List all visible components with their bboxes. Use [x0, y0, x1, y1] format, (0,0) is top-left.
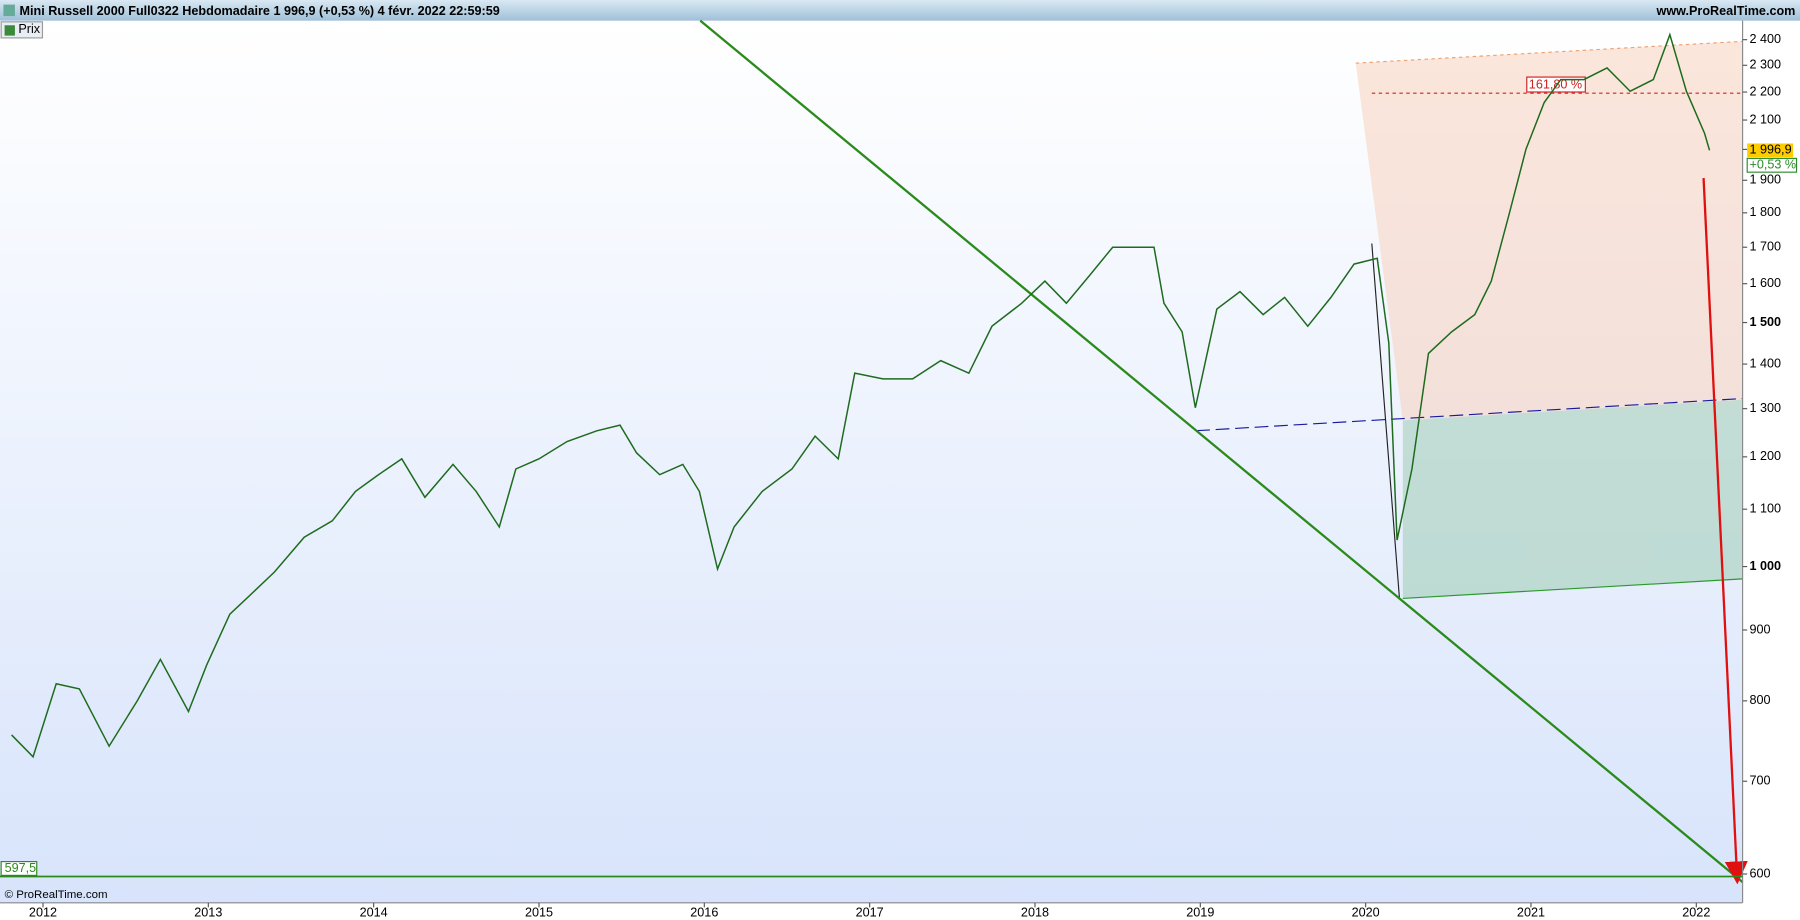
fib-zone-lower — [1402, 399, 1743, 599]
down-trendline — [699, 19, 1744, 883]
header-bar — [0, 0, 1800, 21]
change-box — [1746, 157, 1798, 173]
header-icon — [3, 4, 15, 17]
x-tick-label: 2016 — [690, 905, 718, 919]
x-tick-label: 2012 — [29, 905, 57, 919]
y-tick-label: 1 100 — [1749, 502, 1781, 516]
x-tick-label: 2014 — [360, 905, 388, 919]
dashed-trendline — [1196, 397, 1743, 432]
y-tick-label: 1 800 — [1749, 205, 1781, 219]
x-tick-label: 2021 — [1517, 905, 1545, 919]
last-price-box — [1747, 143, 1794, 158]
y-tick-label: 1 600 — [1749, 276, 1781, 290]
support-label: 597,5 — [5, 861, 37, 875]
x-tick-label: 2015 — [525, 905, 553, 919]
x-tick-label: 2022 — [1682, 905, 1710, 919]
y-tick-label: 1 300 — [1749, 401, 1781, 415]
y-tick-label: 1 000 — [1749, 559, 1781, 573]
target-arrow — [1702, 177, 1748, 885]
y-tick-label: 1 200 — [1749, 449, 1781, 463]
fib-label-box — [1526, 76, 1586, 93]
x-tick-label: 2019 — [1186, 905, 1214, 919]
y-tick-label: 2 200 — [1749, 84, 1781, 98]
last-price-label: 1 996,9 — [1749, 143, 1791, 157]
y-tick-label: 1 500 — [1749, 315, 1781, 329]
y-tick-label: 800 — [1749, 693, 1770, 707]
x-tick-label: 2018 — [1021, 905, 1049, 919]
y-tick-label: 900 — [1749, 622, 1770, 636]
fib-lower-line — [1402, 578, 1743, 599]
fib-label: 161,80 % — [1529, 77, 1582, 91]
y-tick-label: 1 400 — [1749, 356, 1781, 370]
brand: www.ProRealTime.com — [1656, 4, 1796, 18]
copyright: © ProRealTime.com — [5, 889, 108, 901]
x-tick-label: 2017 — [856, 905, 884, 919]
legend-entry: Prix — [18, 22, 40, 36]
fib-anchor-line — [1371, 243, 1400, 598]
y-tick-label: 2 400 — [1749, 32, 1781, 46]
x-tick-label: 2013 — [194, 905, 222, 919]
price-line — [11, 32, 1711, 759]
y-tick-label: 1 700 — [1749, 240, 1781, 254]
y-tick-label: 1 900 — [1749, 173, 1781, 187]
y-tick-label: 600 — [1749, 866, 1770, 880]
y-tick-label: 2 100 — [1749, 112, 1781, 126]
fib-upper-line — [1355, 40, 1743, 64]
support-label-box — [0, 861, 38, 876]
x-tick-label: 2020 — [1352, 905, 1380, 919]
fib-zone-upper — [1355, 41, 1743, 421]
header-title: Mini Russell 2000 Full0322 Hebdomadaire … — [20, 4, 500, 18]
legend-swatch — [4, 25, 15, 36]
change-label: +0,53 % — [1749, 158, 1796, 172]
y-tick-label: 700 — [1749, 774, 1770, 788]
y-tick-label: 2 300 — [1749, 58, 1781, 72]
